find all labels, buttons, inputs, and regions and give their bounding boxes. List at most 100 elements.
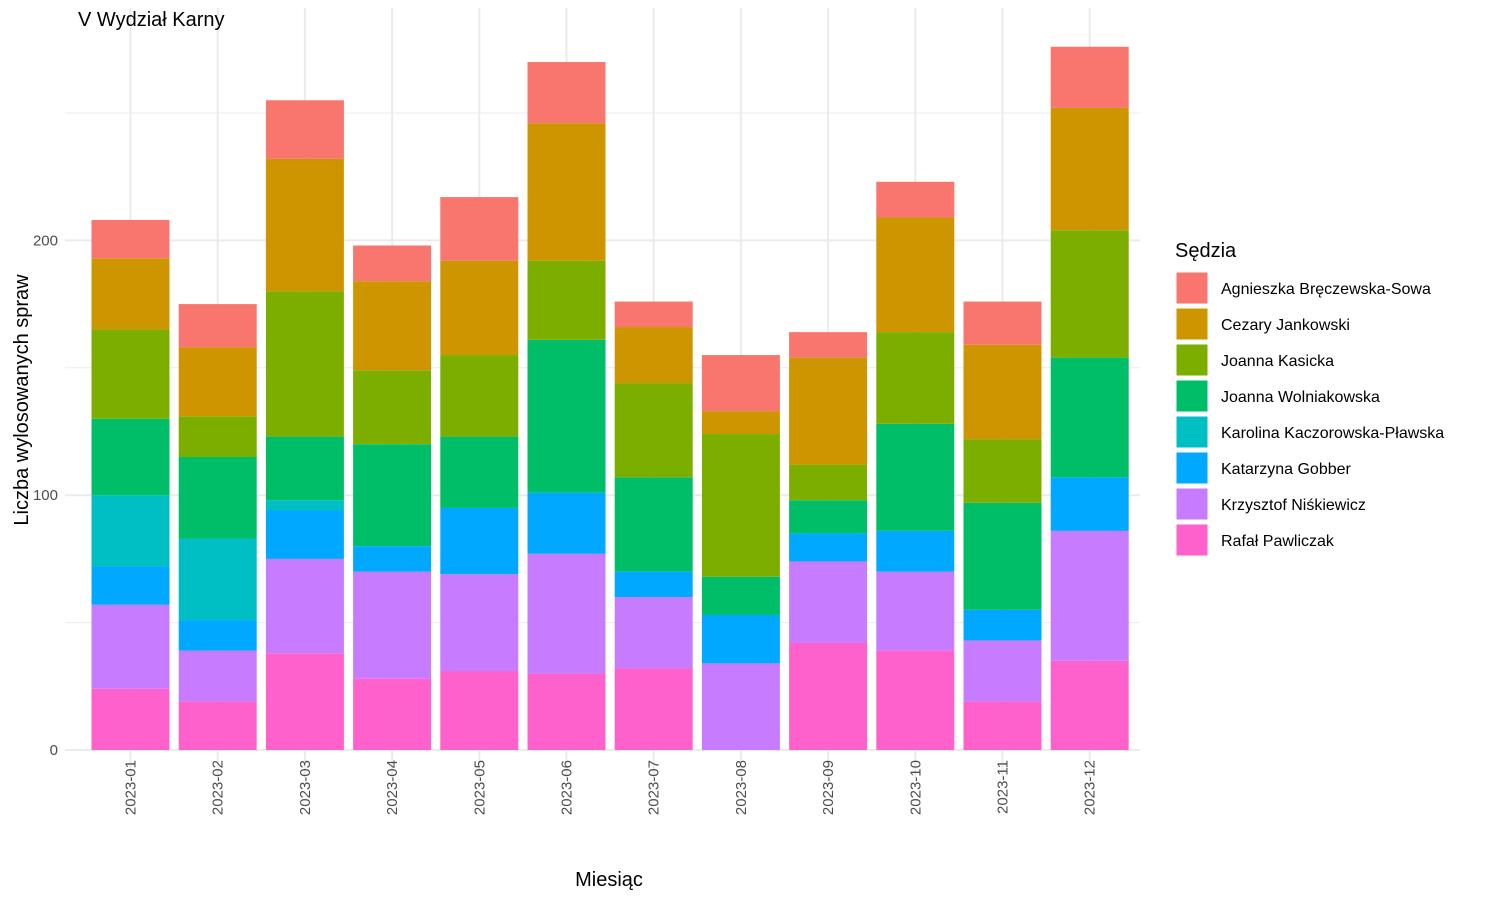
bar-segment — [963, 439, 1042, 503]
bar-segment — [440, 436, 519, 508]
bar-segment — [701, 355, 780, 412]
x-tick-label: 2023-02 — [210, 760, 227, 815]
bar-segment — [353, 444, 432, 547]
bar-segment — [91, 604, 170, 689]
legend-label: Joanna Kasicka — [1221, 353, 1334, 370]
legend-label: Rafał Pawliczak — [1221, 533, 1335, 550]
y-tick-label: 200 — [33, 232, 58, 249]
x-tick-label: 2023-01 — [123, 760, 140, 815]
legend-key — [1175, 307, 1209, 341]
bar-segment — [789, 561, 868, 643]
bar-segment — [1050, 107, 1129, 231]
bar-segment — [440, 671, 519, 750]
bar-segment — [178, 416, 257, 457]
bar-segment — [178, 650, 257, 702]
bar-segment — [91, 220, 170, 259]
bar-segment — [353, 370, 432, 445]
legend: Sędzia Agnieszka Bręczewska-Sowa Cezary J… — [1175, 240, 1444, 557]
bar-segment — [876, 571, 955, 651]
bar-segment — [876, 332, 955, 424]
bar-segment — [440, 260, 519, 356]
bar-segment — [701, 663, 780, 750]
legend-key — [1175, 271, 1209, 305]
y-tick-label: 0 — [50, 742, 58, 759]
x-tick-label: 2023-09 — [820, 760, 837, 815]
bar-segment — [701, 411, 780, 435]
bar-segment — [353, 571, 432, 679]
bar-segment — [527, 339, 606, 493]
bar-segment — [963, 301, 1042, 345]
bar-segment — [178, 701, 257, 750]
bar-segment — [91, 566, 170, 605]
bar-segment — [527, 62, 606, 124]
bar-segment — [963, 609, 1042, 641]
bar-segment — [91, 688, 170, 750]
bar-segment — [789, 500, 868, 534]
bar-segment — [701, 614, 780, 664]
legend-key — [1175, 487, 1209, 521]
bar-segment — [265, 510, 344, 559]
bar-segment — [527, 553, 606, 674]
bar-segment — [876, 650, 955, 750]
bar-segment — [1050, 530, 1129, 661]
x-tick-label: 2023-06 — [559, 760, 576, 815]
bar-segment — [614, 383, 693, 478]
x-tick-label: 2023-07 — [646, 760, 663, 815]
bar-segment — [614, 668, 693, 750]
bar-segment — [527, 673, 606, 750]
bar-segment — [178, 456, 257, 539]
bar-segment — [527, 492, 606, 554]
bar-segment — [789, 357, 868, 465]
bar-segment — [265, 100, 344, 159]
bar-segment — [440, 574, 519, 672]
bar-segment — [876, 217, 955, 333]
bar-segment — [91, 329, 170, 419]
bar-segment — [1050, 230, 1129, 358]
x-tick-label: 2023-03 — [297, 760, 314, 815]
axes: 0 100 200 2023-01 2023-02 2023-03 2023-04 2023-… — [33, 232, 1099, 815]
bar-segment — [265, 291, 344, 437]
bar-segment — [614, 327, 693, 384]
bar-segment — [789, 464, 868, 501]
bar-segment — [440, 197, 519, 261]
bar-segment — [963, 701, 1042, 750]
legend-key — [1175, 415, 1209, 449]
bar-segment — [963, 344, 1042, 440]
bar-segment — [1050, 46, 1129, 108]
legend-label: Katarzyna Gobber — [1221, 461, 1352, 478]
bar-segment — [440, 507, 519, 575]
bar-segment — [178, 620, 257, 651]
legend-label: Joanna Wolniakowska — [1221, 389, 1380, 406]
bar-segment — [527, 123, 606, 261]
bar-segment — [91, 495, 170, 567]
legend-label: Karolina Kaczorowska-Pławska — [1221, 425, 1444, 442]
bar-segment — [963, 640, 1042, 702]
legend-key — [1175, 343, 1209, 377]
bar-segment — [701, 434, 780, 577]
bar-segment — [353, 245, 432, 282]
legend-label: Agnieszka Bręczewska-Sowa — [1221, 281, 1431, 298]
bar-segment — [876, 181, 955, 218]
x-tick-label: 2023-10 — [907, 760, 924, 815]
legend-key — [1175, 379, 1209, 413]
legend-label: Krzysztof Niśkiewicz — [1221, 497, 1366, 514]
bar-segment — [91, 258, 170, 330]
y-tick-label: 100 — [33, 487, 58, 504]
bar-segment — [91, 418, 170, 496]
bar-segment — [963, 502, 1042, 610]
bar-segment — [876, 530, 955, 572]
legend-key — [1175, 451, 1209, 485]
x-tick-label: 2023-08 — [733, 760, 750, 815]
bar-segment — [876, 423, 955, 531]
bar-segment — [1050, 357, 1129, 478]
chart-title: V Wydział Karny — [78, 9, 225, 31]
bar-segment — [701, 576, 780, 615]
bar-segment — [789, 642, 868, 750]
bar-segment — [527, 260, 606, 340]
legend-title: Sędzia — [1175, 240, 1237, 262]
bar-segment — [265, 500, 344, 511]
bar-segment — [178, 347, 257, 417]
bar-segment — [265, 558, 344, 654]
bar-segment — [789, 332, 868, 358]
